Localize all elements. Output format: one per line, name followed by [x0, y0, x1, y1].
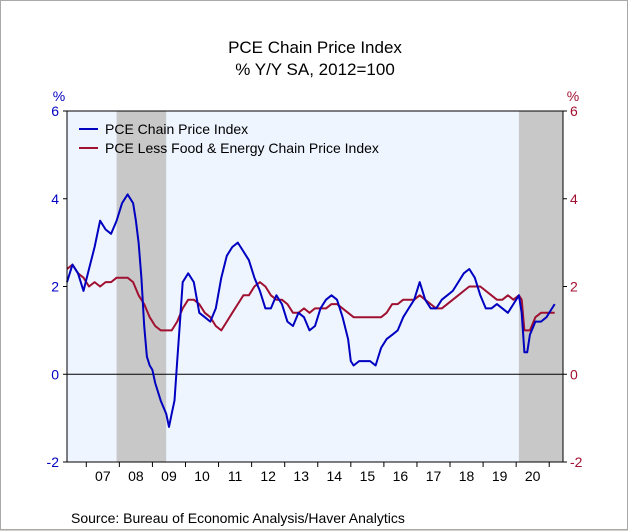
legend-label: PCE Chain Price Index	[105, 121, 248, 137]
left-unit-label: %	[53, 88, 65, 104]
x-tick-label: 18	[459, 468, 475, 484]
legend: PCE Chain Price Index PCE Less Food & Ene…	[79, 121, 379, 156]
left-tick-label: 0	[51, 366, 59, 382]
series-line	[66, 263, 555, 332]
x-tick-label: 12	[260, 468, 276, 484]
x-tick-label: 07	[95, 468, 111, 484]
x-tick-label: 15	[360, 468, 376, 484]
x-tick-label: 13	[293, 468, 309, 484]
left-tick-label: -2	[47, 454, 60, 470]
series-line	[66, 193, 556, 428]
right-unit-label: %	[567, 88, 579, 104]
series-lines	[66, 193, 556, 428]
right-tick-label: -2	[570, 454, 583, 470]
left-tick-label: 2	[51, 279, 59, 295]
x-tick-label: 14	[326, 468, 342, 484]
left-tick-label: 4	[51, 191, 59, 207]
x-tick-label: 09	[161, 468, 177, 484]
recession-band	[518, 111, 563, 462]
x-tick-label: 16	[393, 468, 409, 484]
chart-title: PCE Chain Price Index	[228, 38, 402, 57]
x-tick-label: 17	[426, 468, 442, 484]
x-tick-label: 19	[492, 468, 508, 484]
right-tick-label: 4	[570, 191, 578, 207]
right-tick-label: 0	[570, 366, 578, 382]
x-tick-label: 20	[525, 468, 541, 484]
right-tick-label: 6	[570, 103, 578, 119]
x-tick-label: 08	[128, 468, 144, 484]
x-tick-label: 10	[194, 468, 210, 484]
chart-subtitle: % Y/Y SA, 2012=100	[235, 60, 395, 79]
x-tick-label: 11	[228, 468, 243, 484]
axis-ticks: 6 64 42 20 0-2 -207 08 09 10 11 12 13 14 15 16 17 18 19 20	[47, 103, 583, 484]
legend-label: PCE Less Food & Energy Chain Price Index	[105, 140, 379, 156]
left-tick-label: 6	[51, 103, 59, 119]
right-tick-label: 2	[570, 279, 578, 295]
source-note: Source: Bureau of Economic Analysis/Have…	[71, 510, 405, 526]
